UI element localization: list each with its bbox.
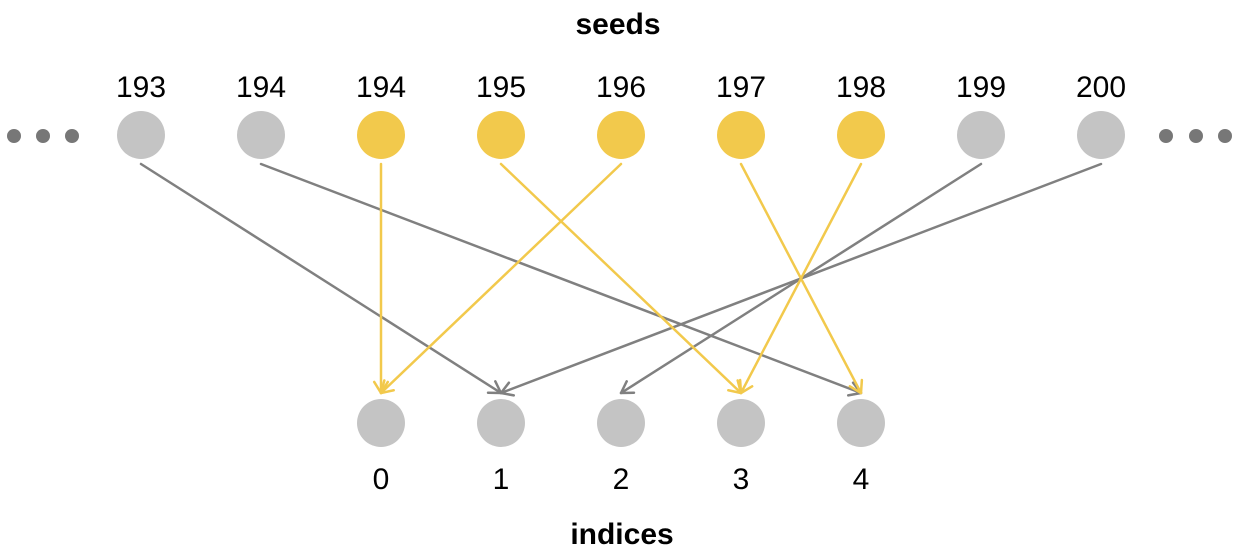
index-label: 4	[853, 463, 870, 496]
index-node	[597, 399, 645, 447]
index-label: 2	[613, 463, 630, 496]
seed-node	[237, 111, 285, 159]
seed-node	[117, 111, 165, 159]
left-ellipsis-icon	[7, 129, 79, 143]
arrow-seed-3-to-index-3	[499, 162, 743, 395]
seed-node	[357, 111, 405, 159]
seed-node	[477, 111, 525, 159]
seed-node	[597, 111, 645, 159]
arrow-seed-0-to-index-1	[139, 162, 503, 395]
seed-label: 198	[836, 71, 886, 104]
seed-node	[957, 111, 1005, 159]
seed-label: 194	[356, 71, 406, 104]
right-ellipsis-icon	[1159, 129, 1232, 143]
seed-label: 197	[716, 71, 766, 104]
index-nodes: 0 1 2 3 4	[357, 399, 885, 496]
index-node	[357, 399, 405, 447]
arrow-seed-6-to-index-3	[738, 162, 863, 395]
seed-node	[717, 111, 765, 159]
arrow-seed-4-to-index-0	[379, 162, 623, 395]
indices-title: indices	[570, 518, 673, 551]
index-node	[717, 399, 765, 447]
seed-label: 200	[1076, 71, 1126, 104]
index-label: 1	[493, 463, 510, 496]
seed-node	[837, 111, 885, 159]
arrow-seed-2-to-index-0	[372, 162, 390, 395]
seed-label: 196	[596, 71, 646, 104]
seed-nodes: 193 194 194 195 196 197 198 199 200	[116, 71, 1126, 159]
seeds-title: seeds	[575, 8, 660, 41]
seed-label: 193	[116, 71, 166, 104]
index-label: 3	[733, 463, 750, 496]
index-label: 0	[373, 463, 390, 496]
arrows	[139, 162, 1103, 397]
index-node	[837, 399, 885, 447]
index-node	[477, 399, 525, 447]
seed-label: 195	[476, 71, 526, 104]
seed-label: 199	[956, 71, 1006, 104]
seed-label: 194	[236, 71, 286, 104]
seed-node	[1077, 111, 1125, 159]
arrow-seed-1-to-index-4	[259, 162, 863, 397]
